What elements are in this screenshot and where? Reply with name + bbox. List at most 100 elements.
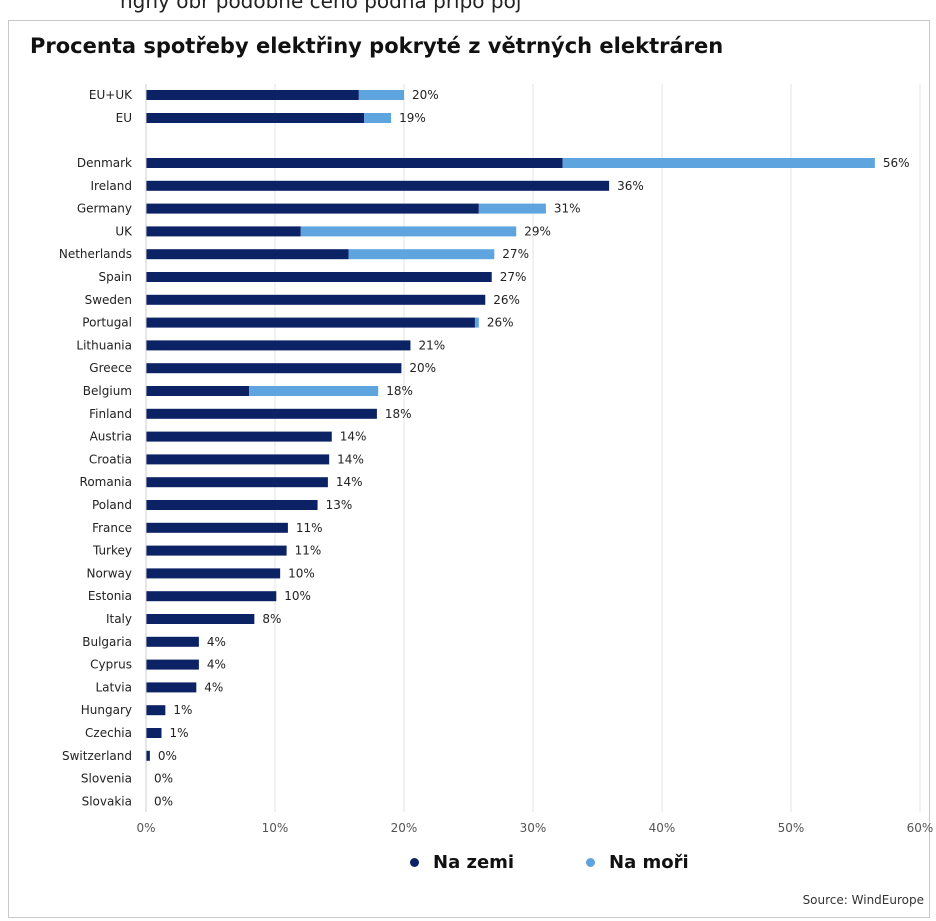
category-label: Greece xyxy=(89,361,132,375)
data-label: 27% xyxy=(500,270,527,284)
chart-frame xyxy=(8,20,930,918)
bar-onshore xyxy=(146,705,166,716)
category-label: Estonia xyxy=(88,589,132,603)
x-tick-label: 40% xyxy=(649,821,676,835)
category-label: Sweden xyxy=(85,293,132,307)
category-label: Ireland xyxy=(90,179,132,193)
category-label: Romania xyxy=(80,475,132,489)
x-tick-label: 20% xyxy=(391,821,418,835)
data-label: 13% xyxy=(326,498,353,512)
x-tick-label: 30% xyxy=(520,821,547,835)
data-label: 31% xyxy=(554,202,581,216)
bar-offshore xyxy=(474,317,479,328)
bar-offshore xyxy=(249,386,379,396)
bar-onshore xyxy=(146,568,281,579)
bar-onshore xyxy=(146,522,288,533)
category-label: Finland xyxy=(89,407,132,421)
bar-onshore xyxy=(146,226,301,237)
bar-offshore xyxy=(478,203,546,214)
legend-item-offshore: Na moři xyxy=(586,852,689,873)
bar-onshore xyxy=(146,386,250,396)
data-label: 8% xyxy=(262,612,281,626)
bar-onshore xyxy=(146,180,610,191)
bar-onshore xyxy=(146,249,349,260)
bar-onshore xyxy=(146,363,402,374)
bar-offshore xyxy=(364,113,392,123)
bar-onshore xyxy=(146,158,563,168)
category-label: UK xyxy=(115,224,133,238)
data-label: 26% xyxy=(493,293,520,307)
bar-onshore xyxy=(146,500,318,510)
data-label: 19% xyxy=(399,111,426,125)
bar-onshore xyxy=(146,317,475,328)
x-tick-label: 0% xyxy=(136,821,155,835)
category-label: Bulgaria xyxy=(82,635,132,649)
bar-onshore xyxy=(146,294,486,305)
chart-title: Procenta spotřeby elektřiny pokryté z vě… xyxy=(30,34,724,58)
data-label: 26% xyxy=(487,316,514,330)
data-label: 14% xyxy=(337,452,364,466)
data-label: 18% xyxy=(385,407,412,421)
legend-label-offshore: Na moři xyxy=(609,852,689,873)
data-label: 0% xyxy=(154,794,173,808)
data-label: 36% xyxy=(617,179,644,193)
category-label: Austria xyxy=(90,430,132,444)
bar-onshore xyxy=(146,454,330,465)
category-label: Norway xyxy=(86,566,132,580)
data-label: 11% xyxy=(296,521,323,535)
x-tick-label: 50% xyxy=(778,821,805,835)
bar-onshore xyxy=(146,591,277,602)
bar-offshore xyxy=(300,226,517,237)
category-label: Netherlands xyxy=(59,247,132,261)
bar-onshore xyxy=(146,272,492,282)
legend: Na zemi Na moři xyxy=(0,852,936,880)
bar-onshore xyxy=(146,431,332,442)
data-label: 29% xyxy=(524,224,551,238)
legend-item-onshore: Na zemi xyxy=(410,852,514,873)
bar-offshore xyxy=(358,90,404,100)
bar-onshore xyxy=(146,636,199,647)
category-label: Switzerland xyxy=(62,749,132,763)
category-label: France xyxy=(92,521,132,535)
category-label: Poland xyxy=(92,498,132,512)
data-label: 20% xyxy=(409,361,436,375)
category-label: Germany xyxy=(77,202,132,216)
category-label: Hungary xyxy=(81,703,132,717)
data-label: 4% xyxy=(204,680,223,694)
data-label: 1% xyxy=(169,726,188,740)
cropped-header-text: ngny obr podobne ceho podna pripo poj xyxy=(120,0,522,13)
data-label: 10% xyxy=(284,589,311,603)
data-label: 0% xyxy=(158,749,177,763)
x-tick-label: 10% xyxy=(262,821,289,835)
bar-offshore xyxy=(562,158,875,168)
x-tick-label: 60% xyxy=(907,821,934,835)
category-label: Cyprus xyxy=(90,658,132,672)
category-label: Italy xyxy=(106,612,132,626)
category-label: Slovenia xyxy=(81,772,132,786)
bar-onshore xyxy=(146,750,150,761)
data-label: 10% xyxy=(288,566,315,580)
data-label: 1% xyxy=(173,703,192,717)
data-label: 20% xyxy=(412,88,439,102)
bar-onshore xyxy=(146,340,411,351)
legend-swatch-onshore xyxy=(410,858,419,867)
category-label: Turkey xyxy=(92,544,132,558)
data-label: 4% xyxy=(207,658,226,672)
bar-onshore xyxy=(146,545,287,556)
category-label: EU xyxy=(116,111,132,125)
bar-onshore xyxy=(146,113,365,123)
category-label: Slovakia xyxy=(82,794,132,808)
data-label: 14% xyxy=(340,430,367,444)
bar-onshore xyxy=(146,90,359,100)
data-label: 4% xyxy=(207,635,226,649)
data-label: 56% xyxy=(883,156,910,170)
category-label: EU+UK xyxy=(89,88,133,102)
bar-onshore xyxy=(146,477,328,488)
bar-onshore xyxy=(146,682,197,693)
category-label: Belgium xyxy=(83,384,132,398)
bar-onshore xyxy=(146,728,162,738)
category-label: Denmark xyxy=(77,156,132,170)
bar-onshore xyxy=(146,614,255,624)
legend-label-onshore: Na zemi xyxy=(433,852,515,873)
